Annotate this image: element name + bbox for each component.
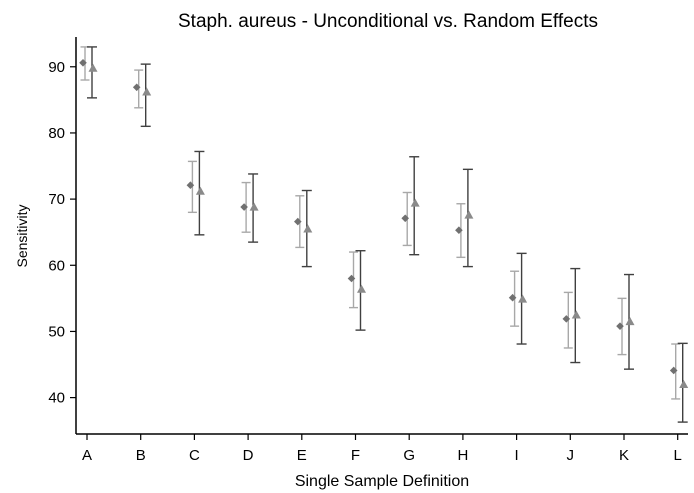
diamond-marker	[240, 203, 248, 211]
series-2	[87, 46, 689, 423]
x-tick-label: G	[403, 447, 415, 464]
diamond-marker	[347, 274, 356, 283]
diamond-marker	[669, 366, 678, 375]
diamond-marker	[294, 217, 302, 226]
x-tick-label: B	[136, 447, 146, 464]
diamond-marker	[79, 59, 87, 67]
y-tick-label: 90	[48, 59, 65, 76]
x-tick-label: L	[674, 447, 682, 464]
y-tick-label: 50	[48, 323, 65, 340]
y-tick-label: 60	[48, 257, 65, 274]
x-tick-label: D	[243, 447, 254, 464]
x-tick-label: F	[351, 447, 360, 464]
diamond-marker	[616, 322, 624, 330]
diamond-marker	[132, 83, 141, 92]
x-tick-label: E	[297, 447, 307, 464]
x-tick-label: H	[457, 447, 468, 464]
chart-marks	[79, 46, 689, 423]
diamond-marker	[186, 181, 195, 190]
triangle-marker	[88, 63, 98, 72]
y-axis-label: Sensitivity	[14, 204, 30, 267]
x-axis-label: Single Sample Definition	[295, 473, 469, 490]
chart-title: Staph. aureus - Unconditional vs. Random…	[178, 11, 598, 32]
diamond-marker	[455, 226, 463, 235]
triangle-marker	[357, 284, 366, 293]
axes: 40 50 60 70 80 90 A B C D E F G H I J K L	[48, 37, 688, 464]
triangle-marker	[142, 87, 152, 96]
triangle-marker	[410, 198, 420, 207]
triangle-marker	[249, 202, 259, 211]
triangle-marker	[518, 294, 528, 303]
y-tick-label: 80	[48, 125, 65, 142]
x-tick-label: A	[82, 447, 92, 464]
diamond-marker	[562, 315, 571, 323]
diamond-marker	[401, 214, 409, 223]
x-tick-label: J	[567, 447, 575, 464]
triangle-marker	[195, 186, 205, 195]
x-tick-label: C	[189, 447, 200, 464]
y-tick-label: 70	[48, 191, 65, 208]
triangle-marker	[571, 310, 581, 319]
series-1	[79, 46, 681, 400]
x-tick-label: I	[515, 447, 519, 464]
x-tick-label: K	[619, 447, 629, 464]
diamond-marker	[508, 293, 517, 302]
y-tick-label: 40	[48, 390, 65, 407]
triangle-marker	[303, 224, 313, 233]
triangle-marker	[679, 379, 689, 388]
triangle-marker	[625, 317, 635, 326]
triangle-marker	[464, 210, 474, 219]
